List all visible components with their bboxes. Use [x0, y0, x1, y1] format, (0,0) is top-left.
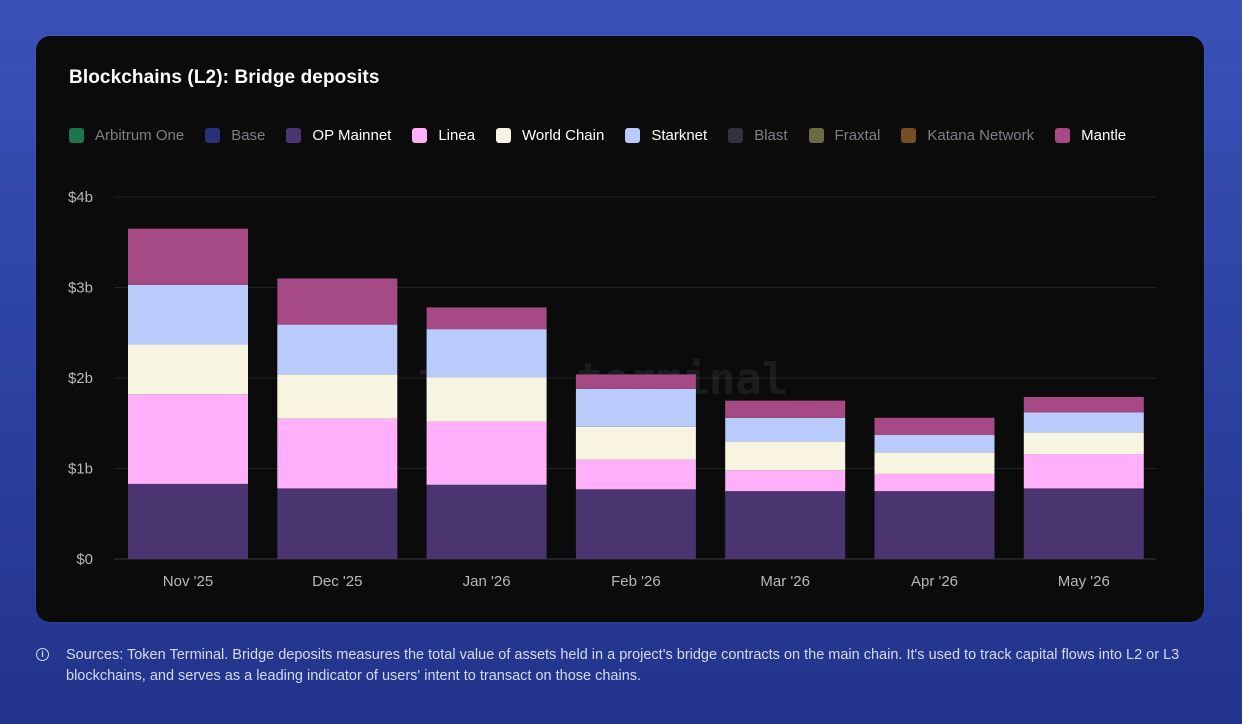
- y-tick-label: $1b: [68, 461, 93, 478]
- bar-segment-linea: [426, 421, 547, 485]
- x-tick-label: Feb '26: [611, 573, 661, 590]
- x-tick-label: Apr '26: [911, 573, 958, 590]
- legend-swatch: [205, 127, 221, 143]
- x-tick-label: Mar '26: [760, 573, 810, 590]
- legend-item-fraxtal[interactable]: Fraxtal: [808, 126, 881, 144]
- legend-item-arbitrum-one[interactable]: Arbitrum One: [69, 127, 184, 144]
- bar-chart: $0$1b$2b$3b$4btoken terminal_Nov '25Dec …: [68, 189, 1156, 590]
- bar-segment-linea: [725, 470, 846, 492]
- legend-item-katana-network[interactable]: Katana Network: [901, 127, 1034, 144]
- bar-segment-mantle: [874, 417, 995, 436]
- x-tick-label: Jan '26: [463, 573, 511, 590]
- bar-segment-mantle: [277, 278, 398, 325]
- bar-segment-world-chain: [575, 426, 696, 460]
- y-tick-label: $2b: [68, 370, 93, 387]
- bar-segment-mantle: [426, 307, 547, 330]
- bar-segment-mantle: [725, 400, 846, 418]
- legend-swatch: [625, 127, 641, 143]
- bar-segment-world-chain: [426, 377, 547, 422]
- chart-card: Blockchains (L2): Bridge deposits Arbitr…: [36, 36, 1204, 622]
- bar-segment-mantle: [128, 228, 248, 285]
- legend-label: Linea: [438, 126, 476, 144]
- legend-item-linea[interactable]: Linea: [412, 127, 475, 144]
- bar-segment-starknet: [1023, 412, 1144, 433]
- bar-segment-op-mainnet: [128, 483, 248, 559]
- bar-segment-mantle: [575, 374, 696, 389]
- legend-swatch: [496, 127, 512, 143]
- legend-swatch: [901, 127, 917, 143]
- info-icon: i: [36, 648, 49, 661]
- sources-footer: i Sources: Token Terminal. Bridge deposi…: [36, 645, 1206, 687]
- legend-label: Blast: [754, 126, 788, 144]
- legend-item-world-chain[interactable]: World Chain: [496, 127, 604, 144]
- x-tick-label: Nov '25: [163, 573, 213, 590]
- legend-swatch: [1055, 127, 1071, 143]
- legend-swatch: [69, 127, 84, 143]
- bar-segment-world-chain: [725, 441, 846, 471]
- bar-segment-world-chain: [1023, 432, 1144, 455]
- legend-label: World Chain: [522, 126, 605, 144]
- bar-segment-linea: [575, 459, 696, 490]
- y-tick-label: $0: [76, 551, 93, 568]
- bar-segment-world-chain: [874, 452, 995, 474]
- legend-label: Base: [231, 126, 266, 144]
- sources-text: Sources: Token Terminal. Bridge deposits…: [66, 647, 1180, 684]
- chart-legend: Arbitrum One Base OP Mainnet Linea World Cha…: [69, 125, 1184, 145]
- legend-label: Arbitrum One: [95, 126, 185, 144]
- legend-swatch: [808, 127, 824, 143]
- bar-segment-mantle: [1023, 397, 1144, 413]
- bar-segment-op-mainnet: [1023, 488, 1144, 559]
- x-tick-label: Dec '25: [312, 573, 362, 590]
- legend-item-mantle[interactable]: Mantle: [1055, 127, 1126, 144]
- bar-segment-linea: [277, 418, 398, 489]
- legend-item-starknet[interactable]: Starknet: [625, 127, 707, 144]
- legend-swatch: [412, 127, 428, 143]
- bar-segment-op-mainnet: [874, 491, 995, 559]
- legend-swatch: [286, 127, 302, 143]
- legend-label: Fraxtal: [834, 126, 881, 144]
- legend-label: Mantle: [1081, 126, 1127, 144]
- legend-label: OP Mainnet: [312, 126, 392, 144]
- bar-segment-world-chain: [277, 374, 398, 419]
- bar-segment-linea: [128, 394, 248, 484]
- bar-segment-op-mainnet: [725, 491, 846, 559]
- bar-segment-starknet: [575, 388, 696, 427]
- bar-segment-starknet: [277, 324, 398, 375]
- bar-segment-world-chain: [128, 344, 248, 395]
- y-tick-label: $3b: [68, 280, 93, 297]
- legend-item-op-mainnet[interactable]: OP Mainnet: [286, 127, 391, 144]
- bar-segment-starknet: [874, 435, 995, 453]
- legend-label: Katana Network: [927, 126, 1035, 144]
- x-tick-label: May '26: [1058, 573, 1110, 590]
- legend-label: Starknet: [651, 126, 708, 144]
- bar-segment-starknet: [426, 329, 547, 378]
- legend-item-blast[interactable]: Blast: [728, 126, 788, 144]
- bar-segment-starknet: [128, 284, 248, 345]
- bar-segment-linea: [1023, 454, 1144, 489]
- legend-swatch: [728, 127, 744, 143]
- bar-segment-op-mainnet: [575, 489, 696, 559]
- bar-segment-op-mainnet: [277, 488, 398, 559]
- y-tick-label: $4b: [68, 189, 93, 206]
- bar-segment-starknet: [725, 417, 846, 442]
- chart-title: Blockchains (L2): Bridge deposits: [69, 67, 380, 88]
- bar-segment-linea: [874, 473, 995, 492]
- bar-segment-op-mainnet: [426, 484, 547, 559]
- legend-item-base[interactable]: Base: [205, 127, 265, 144]
